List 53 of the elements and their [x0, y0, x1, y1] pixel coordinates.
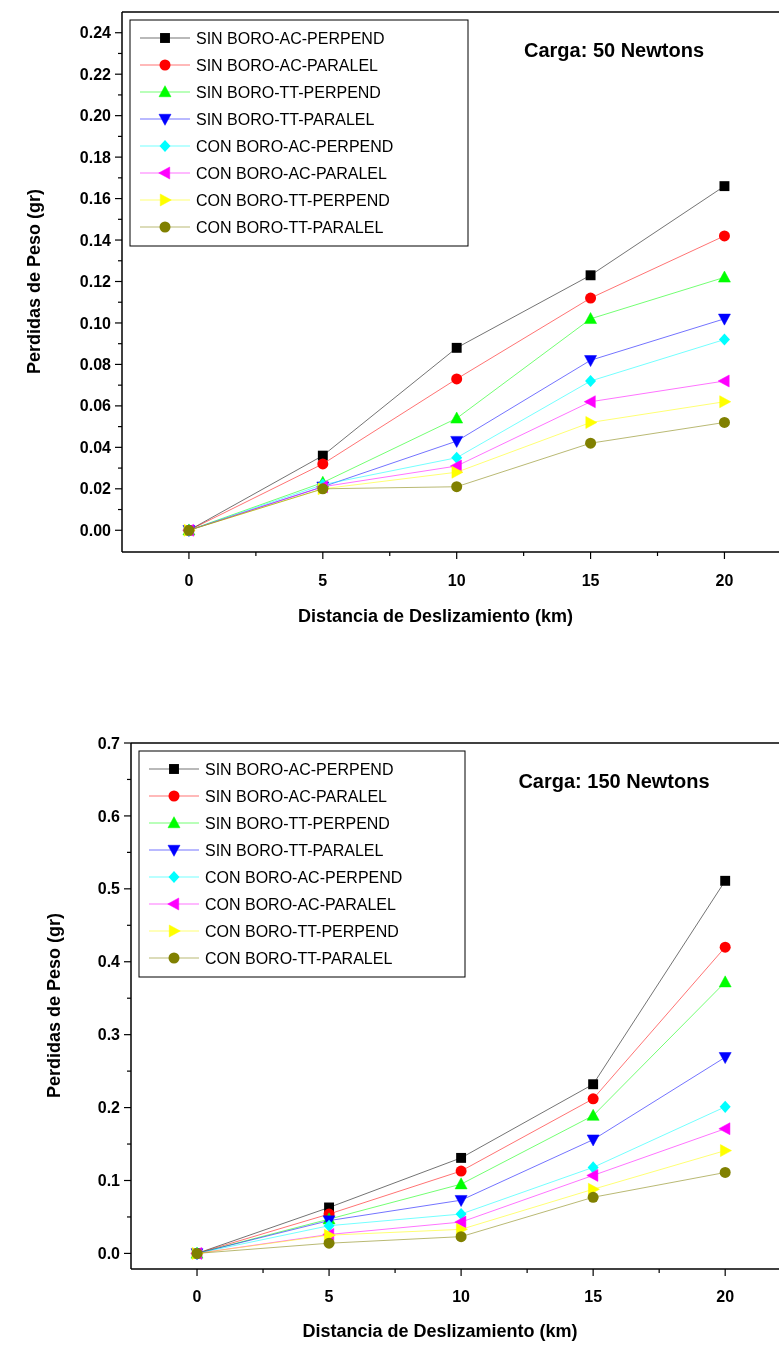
x-tick-label: 15: [581, 571, 600, 589]
y-tick-label: 0.06: [79, 397, 112, 415]
legend-label: CON BORO-TT-PARALEL: [196, 218, 384, 236]
x-tick-label: 15: [584, 1287, 603, 1305]
text: Carga: 50 Newtons: [523, 39, 705, 61]
y-tick-label: 0.3: [97, 1026, 121, 1044]
y-tick-label: 0.08: [79, 356, 112, 374]
y-tick-label: 0.18: [79, 148, 112, 166]
legend-label: CON BORO-AC-PARALEL: [205, 895, 396, 913]
legend-label: SIN BORO-AC-PARALEL: [205, 787, 388, 805]
legend-label: SIN BORO-AC-PERPEND: [196, 29, 385, 47]
legend-label: SIN BORO-TT-PERPEND: [196, 83, 381, 101]
legend-label: CON BORO-TT-PERPEND: [205, 922, 399, 940]
y-tick-label: 0.1: [97, 1172, 121, 1190]
legend-label: SIN BORO-AC-PERPEND: [205, 760, 394, 778]
y-tick-label: 0.10: [79, 314, 112, 332]
text: Carga: 150 Newtons: [518, 770, 710, 792]
x-tick-label: 0: [192, 1287, 202, 1305]
x-axis-title: Distancia de Deslizamiento (km): [302, 1321, 578, 1341]
y-tick-label: 0.24: [79, 24, 112, 42]
legend-label: CON BORO-AC-PERPEND: [205, 868, 403, 886]
x-tick-label: 20: [715, 571, 734, 589]
y-tick-label: 0.04: [79, 438, 112, 456]
y-tick-label: 0.7: [97, 734, 121, 752]
x-tick-label: 20: [716, 1287, 735, 1305]
legend-label: CON BORO-AC-PERPEND: [196, 137, 394, 155]
x-tick-label: 10: [452, 1287, 471, 1305]
legend-label: SIN BORO-AC-PARALEL: [196, 56, 379, 74]
x-tick-label: 5: [318, 571, 328, 589]
x-tick-label: 5: [324, 1287, 334, 1305]
y-tick-label: 0.14: [79, 231, 112, 249]
x-tick-label: 0: [184, 571, 194, 589]
x-axis-title: Distancia de Deslizamiento (km): [297, 606, 574, 626]
y-axis-title: Perdidas de Peso (gr): [24, 188, 44, 375]
y-tick-label: 0.6: [97, 807, 121, 825]
y-tick-label: 0.12: [79, 273, 112, 291]
y-tick-label: 0.00: [79, 521, 112, 539]
y-tick-label: 0.02: [79, 480, 112, 498]
legend-label: SIN BORO-TT-PARALEL: [205, 841, 384, 859]
y-tick-label: 0.4: [97, 953, 121, 971]
legend-label: CON BORO-AC-PARALEL: [196, 164, 387, 182]
y-tick-label: 0.16: [79, 190, 112, 208]
y-tick-label: 0.22: [79, 65, 112, 83]
legend-label: CON BORO-TT-PERPEND: [196, 191, 390, 209]
y-axis-title: Perdidas de Peso (gr): [44, 912, 64, 1099]
y-tick-label: 0.5: [97, 880, 121, 898]
y-tick-label: 0.0: [97, 1245, 121, 1263]
legend-label: CON BORO-TT-PARALEL: [205, 949, 393, 967]
legend-label: SIN BORO-TT-PERPEND: [205, 814, 390, 832]
y-tick-label: 0.20: [79, 107, 112, 125]
x-tick-label: 10: [447, 571, 466, 589]
legend-label: SIN BORO-TT-PARALEL: [196, 110, 375, 128]
y-tick-label: 0.2: [97, 1099, 121, 1117]
